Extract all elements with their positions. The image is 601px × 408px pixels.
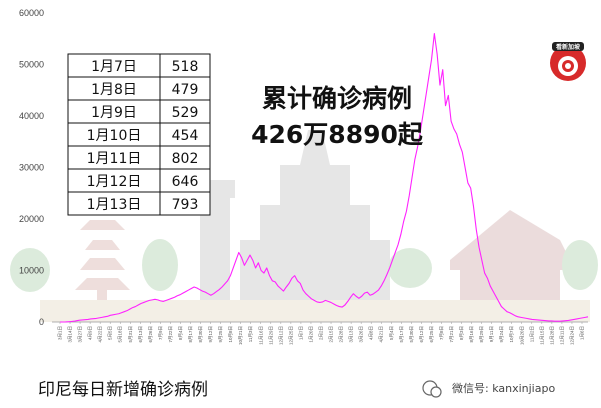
logo-badge: 看新加坡 xyxy=(550,42,586,81)
x-tick-label: 5月31日 xyxy=(128,326,134,343)
headline-line1: 累计确诊病例 xyxy=(262,84,412,113)
y-tick-label: 30000 xyxy=(19,163,44,173)
series-line-daily-cases xyxy=(60,33,589,323)
x-tick-label: 1月6日 xyxy=(580,326,586,340)
table-cell-value: 479 xyxy=(172,82,199,98)
x-tick-label: 1月20日 xyxy=(308,326,314,343)
y-axis: 0 10000 20000 30000 40000 50000 60000 xyxy=(19,8,44,327)
table-frame xyxy=(67,53,211,216)
x-tick-label: 8月29日 xyxy=(479,326,485,343)
x-tick-label: 3月13日 xyxy=(349,326,355,343)
x-tick-label: 6月13日 xyxy=(138,326,144,343)
x-tick-label: 10月8日 xyxy=(228,326,234,343)
x-tick-label: 3月14日 xyxy=(68,326,74,343)
x-tick-label: 12月11日 xyxy=(559,326,565,345)
x-tick-label: 9月11日 xyxy=(489,326,495,342)
table-cell-value: 454 xyxy=(172,128,199,144)
x-tick-label: 12月25日 xyxy=(288,326,294,345)
x-tick-label: 11月2日 xyxy=(529,326,535,342)
x-tick-label: 12月12日 xyxy=(278,326,284,345)
x-tick-label: 9月24日 xyxy=(499,326,505,343)
table-cell-date: 1月8日 xyxy=(91,82,137,98)
table-cell-date: 1月11日 xyxy=(87,151,142,167)
wechat-id: 微信号: kanxinjiapo xyxy=(452,381,555,395)
recent-cases-table: 1月7日 518 1月8日 479 1月9日 529 1月10日 454 1月11日 802 1月1… xyxy=(67,53,211,216)
x-tick-label: 6月26日 xyxy=(148,326,154,343)
x-tick-label: 6月12日 xyxy=(419,326,425,343)
table-cell-date: 1月9日 xyxy=(91,105,137,121)
x-tick-label: 7月22日 xyxy=(168,326,174,343)
x-tick-label: 11月3日 xyxy=(248,326,254,342)
x-tick-label: 10月21日 xyxy=(238,326,244,345)
x-tick-label: 9月25日 xyxy=(218,326,224,343)
x-axis: 3月1日 3月14日 3月27日 4月9日 4月22日 5月5日 5月18日 5月31日 6月1… xyxy=(58,322,586,345)
x-tick-label: 8月4日 xyxy=(178,326,184,340)
x-tick-label: 10月7日 xyxy=(509,326,515,343)
table-cell-value: 802 xyxy=(172,151,199,167)
x-tick-label: 3月27日 xyxy=(78,326,84,343)
y-tick-label: 40000 xyxy=(19,111,44,121)
table-cell-value: 793 xyxy=(172,197,199,213)
x-tick-label: 8月3日 xyxy=(459,326,465,340)
x-tick-label: 5月17日 xyxy=(399,326,405,343)
x-tick-label: 3月26日 xyxy=(359,326,365,343)
x-tick-label: 1月7日 xyxy=(298,326,304,340)
chart-caption: 印尼每日新增确诊病例 xyxy=(38,380,208,400)
logo-text: 看新加坡 xyxy=(556,43,580,51)
x-tick-label: 7月9日 xyxy=(158,326,164,340)
x-tick-label: 4月9日 xyxy=(88,326,94,340)
x-tick-label: 8月17日 xyxy=(188,326,194,343)
x-tick-label: 10月20日 xyxy=(519,326,525,345)
wechat-watermark: 微信号: kanxinjiapo xyxy=(422,380,555,398)
x-tick-label: 2月2日 xyxy=(319,326,325,340)
x-tick-label: 3月1日 xyxy=(58,326,64,340)
x-tick-label: 5月4日 xyxy=(389,326,395,340)
x-tick-label: 6月25日 xyxy=(429,326,435,343)
x-tick-label: 5月5日 xyxy=(108,326,114,340)
x-tick-label: 5月30日 xyxy=(409,326,415,343)
x-tick-label: 11月28日 xyxy=(549,326,555,345)
x-tick-label: 8月30日 xyxy=(198,326,204,343)
y-tick-label: 50000 xyxy=(19,60,44,70)
y-tick-label: 0 xyxy=(39,317,44,327)
x-tick-label: 4月21日 xyxy=(379,326,385,343)
table-cell-date: 1月12日 xyxy=(87,174,142,190)
table-cell-date: 1月13日 xyxy=(87,197,142,213)
x-tick-label: 2月15日 xyxy=(329,326,335,343)
y-tick-label: 10000 xyxy=(19,266,44,276)
x-tick-label: 7月21日 xyxy=(449,326,455,343)
x-tick-label: 4月8日 xyxy=(369,326,375,340)
x-tick-label: 7月8日 xyxy=(439,326,445,340)
headline-line2: 426万8890起 xyxy=(251,120,424,149)
x-tick-label: 11月15日 xyxy=(539,326,545,345)
x-tick-label: 12月24日 xyxy=(569,326,575,345)
table-cell-date: 1月7日 xyxy=(91,59,137,75)
y-tick-label: 60000 xyxy=(19,8,44,18)
x-tick-label: 11月29日 xyxy=(268,326,274,345)
table-cell-value: 646 xyxy=(172,174,199,190)
x-tick-label: 2月28日 xyxy=(339,326,345,343)
x-tick-label: 9月12日 xyxy=(208,326,214,343)
table-cell-value: 529 xyxy=(172,105,199,121)
table-cell-date: 1月10日 xyxy=(87,128,142,144)
x-tick-label: 4月22日 xyxy=(98,326,104,343)
y-tick-label: 20000 xyxy=(19,214,44,224)
x-tick-label: 5月18日 xyxy=(118,326,124,343)
x-tick-label: 8月16日 xyxy=(469,326,475,343)
x-tick-label: 11月16日 xyxy=(258,326,264,345)
table-cell-value: 518 xyxy=(172,59,199,75)
